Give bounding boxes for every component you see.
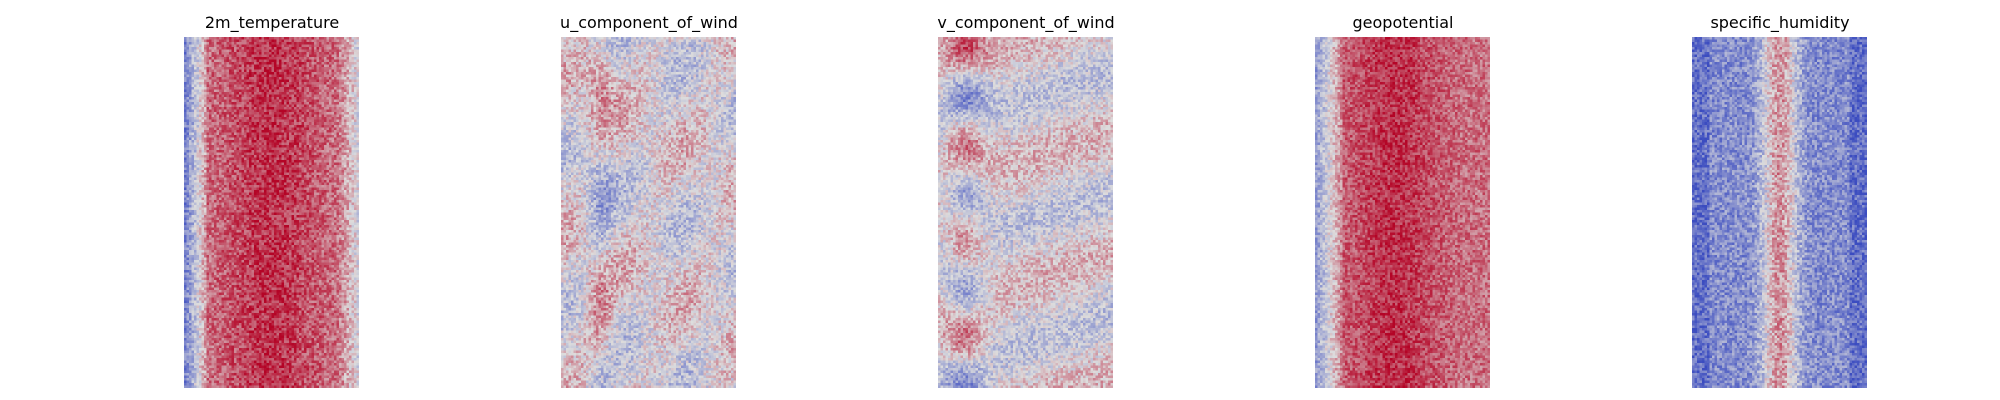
panel-title: v_component_of_wind: [937, 13, 1115, 32]
heatmap-geopotential: [1315, 37, 1490, 388]
panel-u-component-of-wind: u_component_of_wind: [534, 0, 764, 400]
heatmap-specific-humidity: [1692, 37, 1867, 388]
panel-geopotential: geopotential: [1288, 0, 1518, 400]
panel-2m-temperature: 2m_temperature: [157, 0, 387, 400]
panel-title: u_component_of_wind: [560, 13, 738, 32]
panel-title: 2m_temperature: [204, 13, 340, 32]
panel-specific-humidity: specific_humidity: [1665, 0, 1895, 400]
heatmap-u-component-of-wind: [561, 37, 736, 388]
heatmap-2m-temperature: [184, 37, 359, 388]
panel-title: geopotential: [1352, 13, 1454, 32]
panel-title: specific_humidity: [1710, 13, 1850, 32]
panel-v-component-of-wind: v_component_of_wind: [911, 0, 1141, 400]
heatmap-v-component-of-wind: [938, 37, 1113, 388]
